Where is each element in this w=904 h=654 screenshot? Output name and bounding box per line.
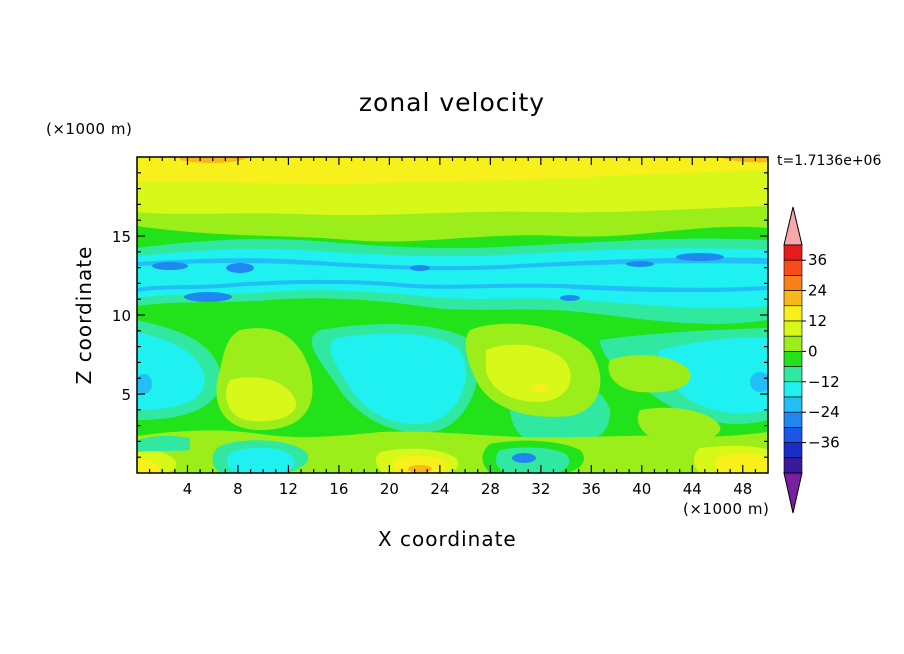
colorbar-extend-bottom [783,472,803,514]
colorbar-box [783,366,803,383]
y-tick-label: 10 [112,307,131,325]
colorbar-box [783,320,803,337]
x-tick-label: 24 [430,480,449,498]
time-label: t=1.7136e+06 [777,153,882,169]
colorbar-label: 0 [808,342,818,360]
x-tick-label: 36 [582,480,601,498]
colorbar-box [783,457,803,474]
colorbar-box [783,442,803,459]
x-tick-label: 40 [632,480,651,498]
x-tick-label: 28 [481,480,500,498]
colorbar-box [783,305,803,322]
colorbar-extend-top [783,206,803,246]
colorbar-label: −24 [808,403,840,421]
contour-field [137,157,768,473]
x-axis-label: X coordinate [378,527,517,551]
x-axis-multiplier: (×1000 m) [683,500,770,518]
colorbar-label: 12 [808,312,827,330]
colorbar-label: 36 [808,251,827,269]
colorbar-box [783,427,803,443]
x-tick-label: 16 [329,480,348,498]
x-tick-label: 32 [531,480,550,498]
y-tick-label: 5 [121,386,131,404]
x-tick-label: 44 [683,480,702,498]
colorbar-box [783,381,803,398]
x-axis-ticks: 4 8 12 16 20 24 28 32 36 40 44 48 [149,157,756,498]
x-tick-label: 12 [279,480,298,498]
colorbar-label: −12 [808,373,840,391]
colorbar-label: −36 [808,434,840,452]
y-axis-multiplier: (×1000 m) [46,120,133,138]
colorbar-box [783,411,803,428]
y-axis-ticks: 5 10 15 [112,172,768,458]
colorbar-box [783,290,803,307]
colorbar-box [783,396,803,413]
colorbar-box [783,259,803,276]
x-tick-label: 48 [733,480,752,498]
x-tick-label: 4 [183,480,193,498]
y-tick-label: 15 [112,228,131,246]
colorbar-box [783,351,803,367]
colorbar-box [783,275,803,291]
colorbar-box [783,244,803,261]
chart-title: zonal velocity [358,88,546,117]
colorbar: 36 24 12 0 −12 −24 −36 [783,206,840,514]
x-tick-label: 8 [233,480,243,498]
colorbar-label: 24 [808,282,827,300]
colorbar-box [783,335,803,352]
x-tick-label: 20 [380,480,399,498]
